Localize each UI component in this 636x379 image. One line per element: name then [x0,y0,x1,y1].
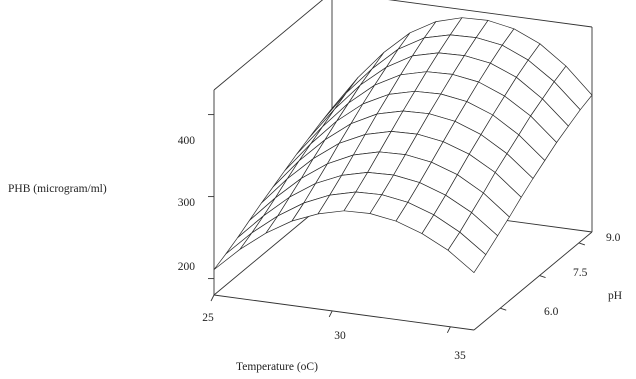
z-tick-label: 300 [178,197,196,209]
surface-patch [447,231,487,273]
y-tick-label: 7.5 [573,267,588,279]
x-tick-mark [328,310,333,318]
axis-ticks [208,114,586,334]
x-tick-mark [210,294,215,302]
y-tick-mark [500,307,507,311]
surface-mesh [213,17,593,273]
x-tick-label: 35 [454,350,466,362]
y-tick-mark [539,275,546,278]
box-edge [213,294,475,331]
box-edge [473,231,593,331]
y-axis-label: pH [608,290,622,302]
y-tick-label: 6.0 [544,306,559,318]
z-tick-label: 200 [178,261,196,273]
surface-patch [213,232,253,270]
box-edge [213,0,324,91]
z-tick-label: 400 [178,135,196,147]
y-tick-mark [578,242,586,246]
box-edge [388,0,593,28]
x-axis-label: Temperature (oC) [236,361,318,373]
z-axis-label: PHB (microgram/ml) [8,183,107,195]
x-tick-mark [446,326,451,334]
x-tick-label: 25 [202,312,214,324]
y-tick-label: 9.0 [606,232,621,244]
x-tick-label: 30 [334,330,346,342]
